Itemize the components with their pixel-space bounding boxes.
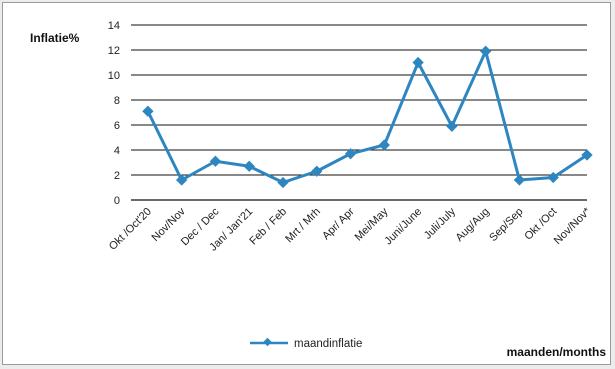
data-point bbox=[277, 176, 289, 189]
y-tick-labels: 0 2 4 6 8 10 12 14 bbox=[108, 20, 120, 207]
data-point bbox=[243, 160, 255, 172]
x-tick-label: Juli/July bbox=[422, 205, 459, 242]
data-point bbox=[378, 139, 390, 151]
x-tick-label: Nov/Nov* bbox=[552, 205, 594, 247]
legend-marker bbox=[263, 337, 272, 347]
data-point bbox=[142, 105, 154, 117]
chart-frame bbox=[2, 2, 611, 365]
x-tick-label: Juni/June bbox=[382, 206, 424, 248]
y-tick-label: 8 bbox=[114, 95, 120, 107]
data-point bbox=[344, 148, 357, 160]
x-tick-label: Sep/Sep bbox=[487, 206, 525, 244]
data-point bbox=[412, 56, 424, 69]
x-tick-label: Feb / Feb bbox=[247, 206, 289, 248]
x-tick-label: Mrt / Mrh bbox=[283, 206, 323, 246]
series-maandinflatie bbox=[142, 45, 593, 189]
data-point bbox=[176, 174, 188, 186]
y-axis-label: Inflatie% bbox=[30, 31, 80, 45]
series-line bbox=[146, 49, 588, 184]
data-point bbox=[209, 155, 222, 167]
legend-label: maandinflatie bbox=[294, 338, 362, 350]
data-point bbox=[513, 174, 526, 186]
y-tick-label: 0 bbox=[114, 195, 120, 207]
x-tick-label: Okt /Oct'20 bbox=[107, 206, 154, 253]
y-tick-label: 10 bbox=[108, 70, 120, 82]
data-point bbox=[547, 171, 559, 184]
gridlines bbox=[131, 24, 587, 201]
data-point bbox=[480, 45, 492, 57]
data-point bbox=[311, 165, 323, 177]
y-tick-label: 14 bbox=[108, 20, 120, 32]
y-tick-label: 12 bbox=[108, 45, 120, 57]
data-point bbox=[581, 149, 593, 161]
x-axis-label: maanden/months bbox=[507, 345, 607, 359]
data-point bbox=[446, 120, 458, 132]
x-tick-label: Aug/Aug bbox=[453, 206, 491, 244]
y-tick-label: 2 bbox=[114, 170, 120, 182]
x-tick-label: Apr/ Apr bbox=[320, 205, 357, 242]
y-tick-label: 4 bbox=[114, 145, 120, 157]
y-tick-label: 6 bbox=[114, 120, 120, 132]
legend: maandinflatie bbox=[250, 337, 362, 350]
